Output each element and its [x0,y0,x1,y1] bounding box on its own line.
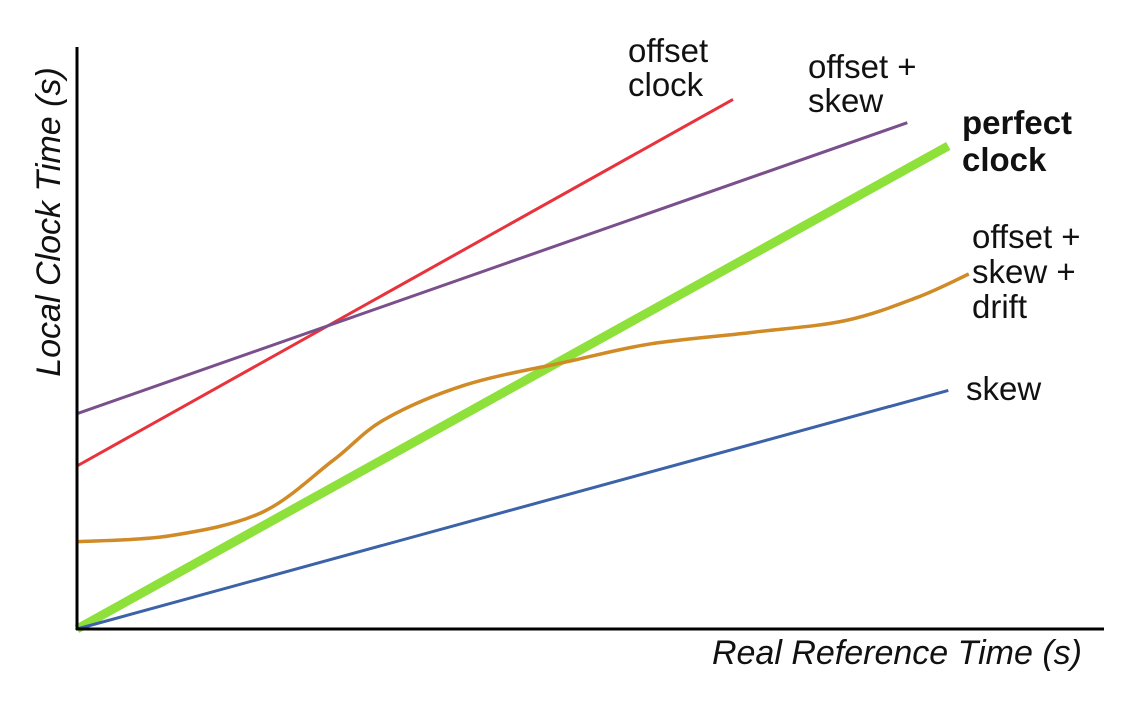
series-line-perfect-clock [74,141,951,633]
series-label-line: skew [966,370,1041,407]
series-label-line: offset + [972,218,1081,255]
series-label-offset-clock: offset clock [628,32,708,103]
series-layer [74,98,970,633]
series-label-line: clock [628,66,704,103]
series-line-offset-plus-skew [76,121,908,416]
series-label-perfect-clock: perfect clock [962,104,1072,178]
series-line-skew [76,388,949,631]
series-label-line: skew + [972,253,1076,290]
series-label-line: offset [628,32,708,69]
series-line-offset-clock [76,98,734,468]
series-label-line: skew [808,82,883,119]
series-label-line: clock [962,141,1047,178]
series-label-offset-plus-skew: offset + skew [808,48,917,119]
x-axis-title: Real Reference Time (s) [712,634,1082,672]
series-label-line: perfect [962,104,1072,141]
series-line-offset-plus-skew-plus-drift [76,272,970,544]
series-label-skew: skew [966,370,1041,407]
series-label-offset-plus-skew-plus-drift: offset + skew + drift [972,218,1081,325]
y-axis-title: Local Clock Time (s) [30,67,68,377]
series-label-line: offset + [808,48,917,85]
series-label-line: drift [972,288,1027,325]
